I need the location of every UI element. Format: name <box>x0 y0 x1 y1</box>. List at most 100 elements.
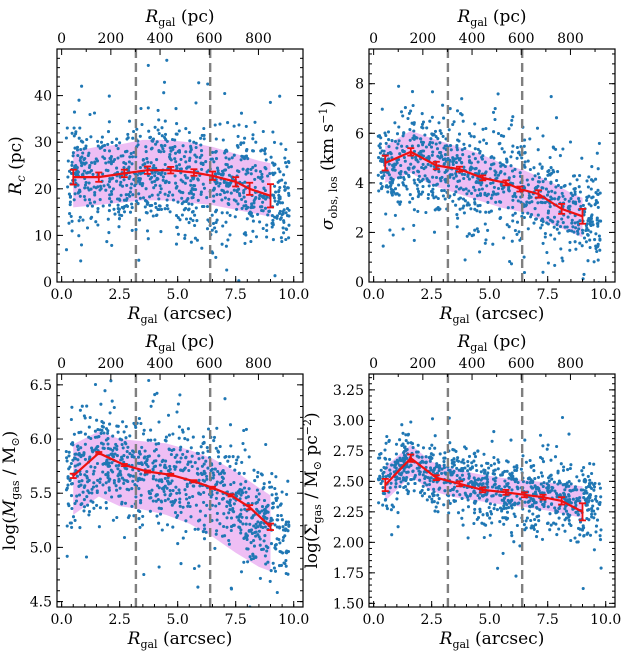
scatter-point <box>416 184 419 187</box>
scatter-point <box>166 207 169 210</box>
scatter-point <box>596 519 599 522</box>
scatter-point <box>88 113 91 116</box>
scatter-point <box>241 207 244 210</box>
scatter-point <box>529 481 532 484</box>
scatter-point <box>81 219 84 222</box>
scatter-point <box>252 220 255 223</box>
x-tick-label: 10.0 <box>590 287 621 303</box>
scatter-point <box>413 166 416 169</box>
scatter-point <box>390 533 393 536</box>
scatter-point <box>480 181 483 184</box>
scatter-point <box>277 167 280 170</box>
scatter-point <box>229 504 232 507</box>
scatter-point <box>192 436 195 439</box>
scatter-point <box>111 400 114 403</box>
scatter-point <box>239 531 242 534</box>
scatter-point <box>574 226 577 229</box>
scatter-point <box>274 547 277 550</box>
scatter-point <box>424 211 427 214</box>
scatter-point <box>461 206 464 209</box>
scatter-point <box>152 137 155 140</box>
scatter-point <box>168 155 171 158</box>
scatter-point <box>444 144 447 147</box>
scatter-point <box>213 547 216 550</box>
scatter-point <box>469 167 472 170</box>
scatter-point <box>390 508 393 511</box>
scatter-point <box>578 200 581 203</box>
scatter-point <box>211 151 214 154</box>
scatter-point <box>529 505 532 508</box>
scatter-point <box>157 197 160 200</box>
scatter-point <box>403 178 406 181</box>
scatter-point <box>413 182 416 185</box>
scatter-point <box>274 475 277 478</box>
scatter-point <box>147 237 150 240</box>
scatter-point <box>99 147 102 150</box>
scatter-point <box>102 421 105 424</box>
scatter-point <box>541 444 544 447</box>
scatter-point <box>254 186 257 189</box>
scatter-point <box>458 477 461 480</box>
scatter-point <box>489 182 492 185</box>
scatter-point <box>132 130 135 133</box>
x-axis-title: Rgal (arcsec) <box>127 629 233 651</box>
scatter-point <box>509 439 512 442</box>
scatter-point <box>541 457 544 460</box>
scatter-point <box>530 196 533 199</box>
scatter-point <box>196 467 199 470</box>
scatter-point <box>253 121 256 124</box>
scatter-point <box>240 570 243 573</box>
scatter-point <box>387 138 390 141</box>
scatter-point <box>569 467 572 470</box>
scatter-point <box>185 176 188 179</box>
scatter-point <box>493 118 496 121</box>
scatter-point <box>483 469 486 472</box>
scatter-point <box>70 406 73 409</box>
scatter-point <box>217 455 220 458</box>
scatter-point <box>131 206 134 209</box>
scatter-point <box>195 504 198 507</box>
scatter-point <box>584 489 587 492</box>
scatter-point <box>586 259 589 262</box>
scatter-point <box>390 152 393 155</box>
scatter-point <box>261 195 264 198</box>
scatter-point <box>139 135 142 138</box>
scatter-point <box>205 504 208 507</box>
scatter-point <box>248 455 251 458</box>
scatter-point <box>246 217 249 220</box>
x-tick-label: 10.0 <box>278 612 309 628</box>
scatter-point <box>287 160 290 163</box>
scatter-point <box>377 174 380 177</box>
scatter-point <box>513 478 516 481</box>
scatter-point <box>197 457 200 460</box>
scatter-point <box>434 434 437 437</box>
scatter-point <box>241 516 244 519</box>
scatter-point <box>430 457 433 460</box>
scatter-point <box>222 525 225 528</box>
scatter-point <box>181 213 184 216</box>
scatter-point <box>557 527 560 530</box>
scatter-point <box>409 139 412 142</box>
scatter-point <box>155 206 158 209</box>
x-tick-label: 10.0 <box>590 612 621 628</box>
scatter-point <box>392 505 395 508</box>
scatter-point <box>599 220 602 223</box>
y-tick-label: 0 <box>43 275 52 291</box>
x-axis-title: Rgal (arcsec) <box>127 304 233 326</box>
scatter-point <box>250 172 253 175</box>
scatter-point <box>472 186 475 189</box>
scatter-point <box>466 235 469 238</box>
scatter-point <box>175 243 178 246</box>
scatter-point <box>93 466 96 469</box>
scatter-point <box>149 209 152 212</box>
scatter-point <box>563 185 566 188</box>
scatter-point <box>577 527 580 530</box>
scatter-point <box>456 217 459 220</box>
y-tick-label: 8 <box>355 77 364 93</box>
scatter-point <box>96 462 99 465</box>
scatter-point <box>411 144 414 147</box>
x-tick-label: 0.0 <box>51 287 73 303</box>
scatter-point <box>516 502 519 505</box>
scatter-point <box>497 132 500 135</box>
scatter-point <box>110 495 113 498</box>
